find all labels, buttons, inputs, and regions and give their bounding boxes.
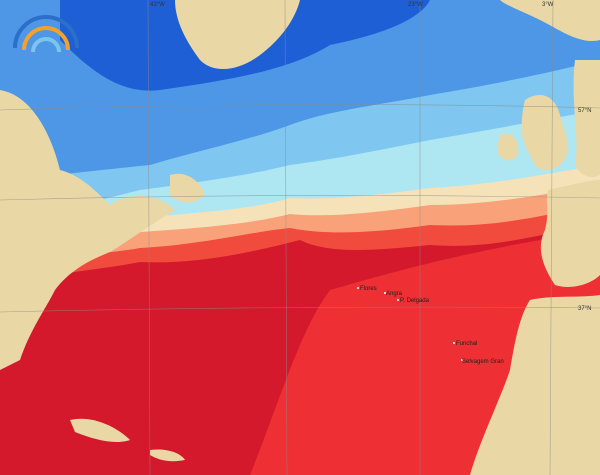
iceland-area [500,0,600,41]
grid-label: 23°W [408,2,423,8]
cuba [70,418,130,443]
hispaniola [150,449,185,462]
iberia-france [540,180,600,287]
north-america [0,90,175,370]
grid-label: 37°N [578,306,591,312]
places [357,287,463,361]
place-label: Flores [360,286,377,292]
grid-label: 57°N [578,108,591,114]
logo [13,15,79,53]
grid-label: 43°W [150,2,165,8]
place-label: Selvagem Gran [462,359,504,365]
greenland [175,0,300,70]
place-label: Angra [386,291,403,297]
place-label: Funchal [456,341,477,347]
newfoundland [170,173,205,203]
grid-label: 3°W [542,2,554,8]
great-britain [521,95,568,171]
place-label: P. Delgada [400,298,430,304]
africa [470,295,600,475]
ireland [497,133,519,161]
scandinavia [573,60,600,177]
